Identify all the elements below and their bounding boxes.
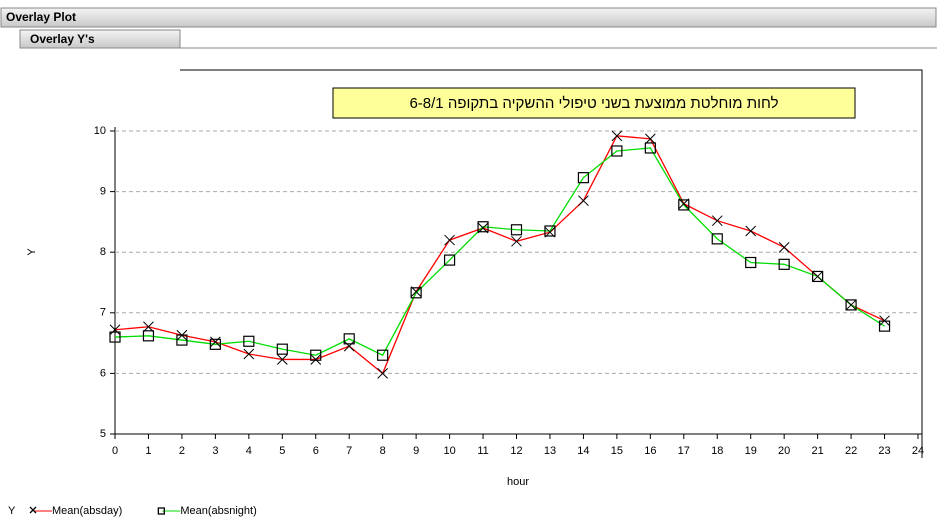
marker-square: [109, 331, 121, 343]
marker-square: [377, 349, 389, 361]
marker-x: [143, 321, 154, 333]
chart-title: לחות מוחלטת ממוצעת בשני טיפולי ההשקיה בת…: [409, 95, 778, 112]
marker-x: [310, 354, 322, 365]
marker-x: [778, 241, 790, 253]
x-tick-label: 18: [711, 445, 723, 457]
y-tick-label: 6: [100, 367, 106, 379]
x-tick-label: 23: [878, 445, 890, 457]
x-tick-label: 14: [577, 445, 589, 457]
frame: [180, 69, 923, 458]
y-tick-label: 5: [100, 428, 106, 440]
marker-x: [644, 133, 656, 145]
x-tick-label: 20: [778, 445, 790, 457]
series-line: [114, 135, 885, 375]
x-tick-label: 6: [313, 445, 319, 457]
legend-marker: [29, 506, 37, 514]
marker-x: [210, 336, 221, 348]
legend-label: Mean(absday): [52, 505, 122, 517]
marker-square: [443, 254, 456, 266]
x-tick-label: 4: [246, 445, 252, 457]
marker-x: [611, 130, 623, 142]
x-tick-label: 1: [145, 445, 151, 457]
marker-square: [209, 338, 221, 350]
marker-x: [109, 324, 121, 336]
section-bar[interactable]: [19, 29, 181, 49]
x-tick-label: 17: [678, 445, 690, 457]
x-tick-label: 8: [380, 445, 386, 457]
x-tick-label: 9: [413, 445, 419, 457]
marker-square: [644, 142, 656, 154]
legend-marker: [157, 507, 165, 515]
x-tick-label: 10: [443, 445, 455, 457]
x-tick-label: 0: [112, 445, 118, 457]
marker-square: [812, 270, 824, 283]
marker-x: [845, 299, 857, 311]
x-tick-label: 16: [644, 445, 656, 457]
y-tick-label: 8: [100, 246, 106, 258]
y-axis-label: Y: [26, 248, 38, 256]
y-tick-label: 9: [100, 186, 106, 198]
marker-square: [845, 299, 857, 311]
legend-label: Mean(absnight): [180, 505, 256, 517]
marker-square: [142, 330, 155, 342]
x-tick-label: 3: [212, 445, 218, 457]
marker-square: [343, 333, 355, 345]
y-tick-label: 10: [94, 125, 106, 137]
marker-square: [678, 199, 690, 211]
x-tick-label: 12: [510, 445, 522, 457]
outline-bar[interactable]: [0, 7, 937, 28]
x-tick-label: 2: [179, 445, 185, 457]
marker-square: [778, 258, 790, 270]
marker-x: [511, 235, 522, 247]
marker-x: [243, 348, 255, 360]
y-tick-label: 7: [100, 307, 106, 319]
marker-square: [510, 224, 523, 236]
marker-x: [745, 225, 757, 237]
marker-square: [410, 287, 422, 299]
marker-x: [444, 234, 455, 246]
marker-square: [276, 343, 288, 355]
x-tick-label: 19: [745, 445, 757, 457]
marker-square: [878, 320, 891, 332]
x-tick-label: 21: [812, 445, 824, 457]
x-tick-label: 13: [544, 445, 556, 457]
marker-square: [243, 335, 255, 347]
marker-square: [711, 233, 723, 245]
x-tick-label: 11: [477, 445, 488, 457]
marker-x: [377, 368, 389, 379]
marker-x: [343, 340, 355, 352]
x-tick-label: 22: [845, 445, 857, 457]
outline-title: Overlay Plot: [6, 10, 76, 24]
series-line: [114, 147, 885, 357]
x-tick-label: 5: [279, 445, 285, 457]
marker-square: [611, 145, 623, 157]
marker-square: [577, 172, 590, 184]
marker-square: [176, 334, 188, 346]
marker-square: [477, 221, 489, 233]
x-tick-label: 15: [611, 445, 623, 457]
marker-x: [578, 195, 589, 207]
marker-x: [276, 354, 288, 365]
x-axis-label: hour: [507, 476, 529, 488]
x-tick-label: 24: [912, 445, 924, 457]
marker-square: [310, 349, 322, 361]
marker-square: [544, 225, 556, 237]
marker-x: [812, 271, 823, 282]
marker-x: [711, 215, 723, 227]
title-box: [332, 87, 856, 119]
section-title: Overlay Y's: [30, 32, 95, 46]
legend-title: Y: [8, 505, 16, 517]
marker-square: [745, 256, 757, 269]
x-tick-label: 7: [346, 445, 352, 457]
